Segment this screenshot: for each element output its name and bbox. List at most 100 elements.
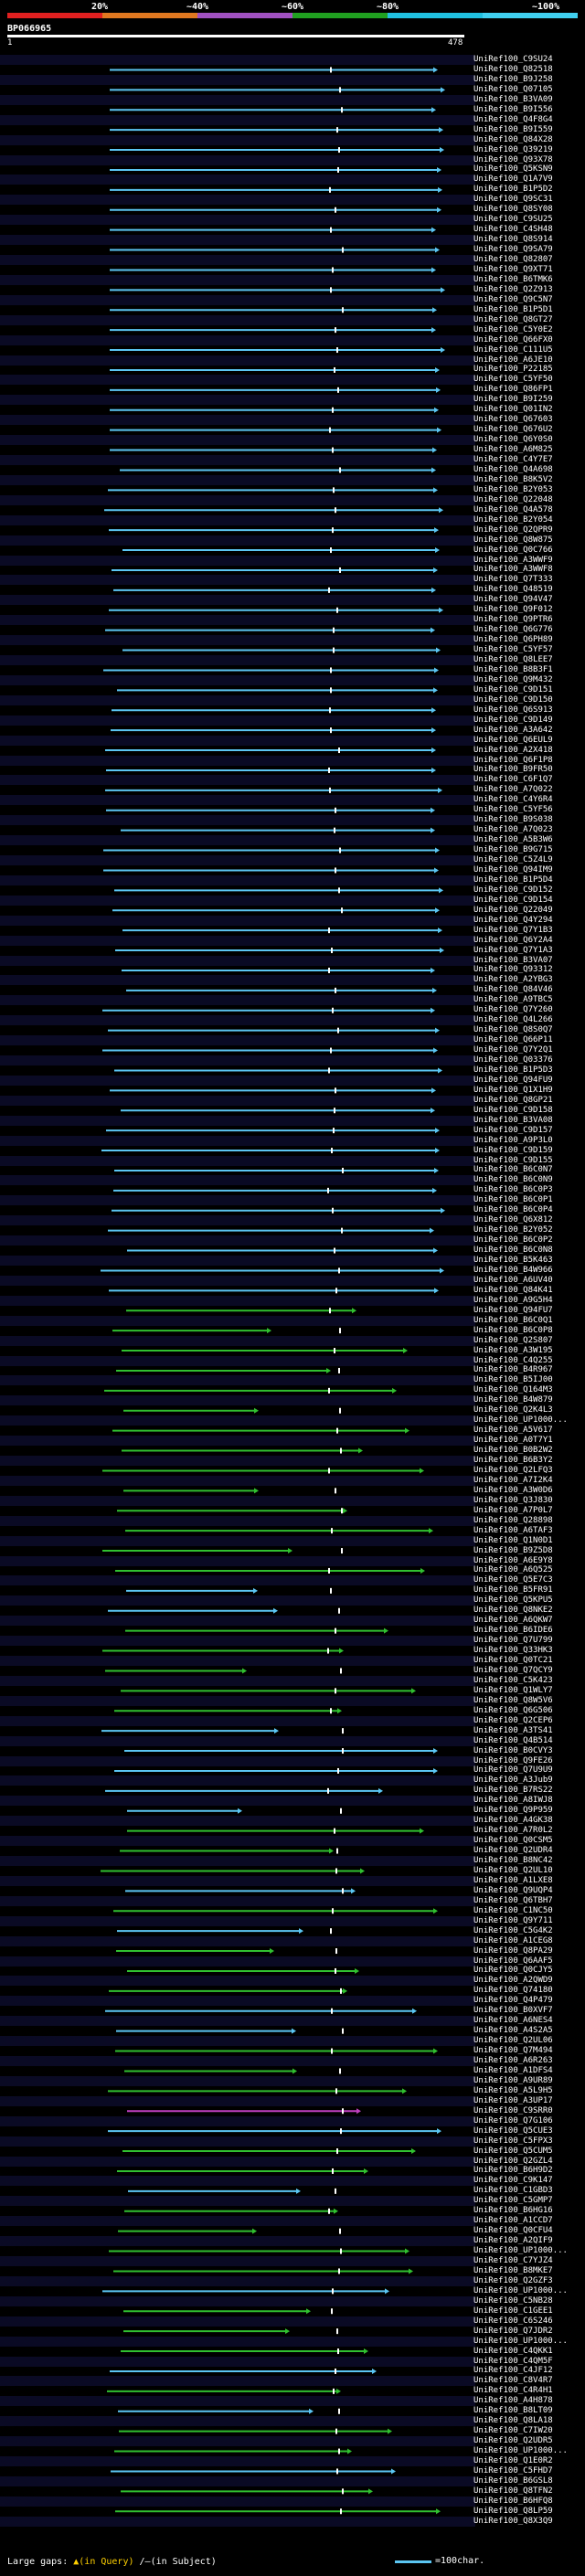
hit-row[interactable]: UniRef100_Q94IM9 — [0, 865, 585, 875]
hit-label[interactable]: UniRef100_Q8GP21 — [473, 1095, 553, 1105]
hit-label[interactable]: UniRef100_Q0CFU4 — [473, 2226, 553, 2236]
hit-row[interactable]: UniRef100_Q0CFU4 — [0, 2226, 585, 2236]
hit-row[interactable]: UniRef100_Q6PH89 — [0, 635, 585, 646]
hit-row[interactable]: UniRef100_P22185 — [0, 365, 585, 375]
hit-label[interactable]: UniRef100_Q8W5V6 — [473, 1695, 553, 1705]
hit-row[interactable]: UniRef100_B6C0Q1 — [0, 1315, 585, 1326]
hit-row[interactable]: UniRef100_Q8GP21 — [0, 1095, 585, 1106]
hit-row[interactable]: UniRef100_Q6G506 — [0, 1706, 585, 1716]
hit-row[interactable]: UniRef100_C4Q255 — [0, 1355, 585, 1366]
hit-label[interactable]: UniRef100_A9G5H4 — [473, 1295, 553, 1305]
hit-label[interactable]: UniRef100_Q6TBH7 — [473, 1895, 553, 1905]
hit-label[interactable]: UniRef100_Q01IN2 — [473, 405, 553, 415]
hit-label[interactable]: UniRef100_UP1000... — [473, 2285, 568, 2295]
hit-label[interactable]: UniRef100_A9UR89 — [473, 2075, 553, 2085]
hit-label[interactable]: UniRef100_Q6Y2A4 — [473, 935, 553, 945]
hit-row[interactable]: UniRef100_Q8PA29 — [0, 1946, 585, 1956]
hit-row[interactable]: UniRef100_B5K463 — [0, 1256, 585, 1266]
hit-row[interactable]: UniRef100_B6C0N9 — [0, 1175, 585, 1186]
hit-label[interactable]: UniRef100_A6UV40 — [473, 1275, 553, 1285]
hit-label[interactable]: UniRef100_B3VA07 — [473, 955, 553, 965]
hit-row[interactable]: UniRef100_A4GK38 — [0, 1816, 585, 1827]
hit-label[interactable]: UniRef100_Q2GZF3 — [473, 2275, 553, 2285]
hit-row[interactable]: UniRef100_Q9Y711 — [0, 1915, 585, 1926]
hit-label[interactable]: UniRef100_B9S038 — [473, 815, 553, 825]
hit-label[interactable]: UniRef100_Q2UDR4 — [473, 1846, 553, 1856]
hit-row[interactable]: UniRef100_Q01IN2 — [0, 405, 585, 415]
hit-row[interactable]: UniRef100_A1CEG8 — [0, 1935, 585, 1946]
hit-row[interactable]: UniRef100_Q9P959 — [0, 1806, 585, 1816]
hit-label[interactable]: UniRef100_C4Y6R4 — [473, 795, 553, 805]
hit-label[interactable]: UniRef100_A7I2K4 — [473, 1475, 553, 1485]
hit-label[interactable]: UniRef100_C5Z4L9 — [473, 855, 553, 864]
hit-label[interactable]: UniRef100_Q22048 — [473, 494, 553, 504]
hit-row[interactable]: UniRef100_C5NB28 — [0, 2295, 585, 2306]
hit-row[interactable]: UniRef100_B6C0P3 — [0, 1185, 585, 1195]
hit-label[interactable]: UniRef100_Q4F8G4 — [473, 114, 553, 124]
hit-label[interactable]: UniRef100_Q0CJY5 — [473, 1966, 553, 1976]
hit-label[interactable]: UniRef100_C9D151 — [473, 684, 553, 694]
hit-row[interactable]: UniRef100_Q7G106 — [0, 2115, 585, 2126]
hit-row[interactable]: UniRef100_B0XVF7 — [0, 2006, 585, 2016]
hit-label[interactable]: UniRef100_Q2GZL4 — [473, 2156, 553, 2166]
hit-label[interactable]: UniRef100_Q8GT27 — [473, 314, 553, 324]
hit-label[interactable]: UniRef100_Q82518 — [473, 64, 553, 74]
hit-label[interactable]: UniRef100_A4S2A5 — [473, 2026, 553, 2036]
hit-label[interactable]: UniRef100_Q9M432 — [473, 674, 553, 684]
hit-row[interactable]: UniRef100_B6C0N7 — [0, 1165, 585, 1175]
hit-row[interactable]: UniRef100_A6NES4 — [0, 2016, 585, 2027]
hit-label[interactable]: UniRef100_C111U5 — [473, 345, 553, 355]
hit-row[interactable]: UniRef100_C9D150 — [0, 694, 585, 705]
hit-label[interactable]: UniRef100_UP1000... — [473, 2336, 568, 2346]
hit-row[interactable]: UniRef100_A3TS41 — [0, 1726, 585, 1736]
hit-label[interactable]: UniRef100_Q4P479 — [473, 1996, 553, 2006]
hit-label[interactable]: UniRef100_C9D158 — [473, 1105, 553, 1115]
hit-row[interactable]: UniRef100_B1P5D4 — [0, 875, 585, 885]
hit-label[interactable]: UniRef100_P22185 — [473, 365, 553, 375]
hit-row[interactable]: UniRef100_Q6Y0S0 — [0, 435, 585, 446]
hit-row[interactable]: UniRef100_C9SU24 — [0, 55, 585, 65]
hit-label[interactable]: UniRef100_Q7M494 — [473, 2046, 553, 2056]
hit-row[interactable]: UniRef100_Q8W5V6 — [0, 1695, 585, 1706]
hit-label[interactable]: UniRef100_Q6G776 — [473, 625, 553, 635]
hit-label[interactable]: UniRef100_Q5CUM5 — [473, 2146, 553, 2156]
hit-row[interactable]: UniRef100_Q9M432 — [0, 674, 585, 685]
hit-label[interactable]: UniRef100_C5NB28 — [473, 2295, 553, 2306]
hit-row[interactable]: UniRef100_Q0CJY5 — [0, 1966, 585, 1976]
hit-row[interactable]: UniRef100_B4W966 — [0, 1266, 585, 1276]
hit-row[interactable]: UniRef100_C9D149 — [0, 715, 585, 726]
hit-row[interactable]: UniRef100_Q6G776 — [0, 625, 585, 635]
hit-row[interactable]: UniRef100_Q4L266 — [0, 1015, 585, 1026]
hit-label[interactable]: UniRef100_Q9SA79 — [473, 245, 553, 255]
hit-label[interactable]: UniRef100_Q6F1P8 — [473, 755, 553, 765]
hit-row[interactable]: UniRef100_Q9UQP4 — [0, 1886, 585, 1896]
hit-row[interactable]: UniRef100_A3W0D6 — [0, 1486, 585, 1496]
hit-label[interactable]: UniRef100_B9I559 — [473, 124, 553, 134]
hit-label[interactable]: UniRef100_B3VA09 — [473, 94, 553, 104]
hit-label[interactable]: UniRef100_C6S246 — [473, 2316, 553, 2326]
hit-label[interactable]: UniRef100_Q6G506 — [473, 1705, 553, 1715]
hit-label[interactable]: UniRef100_Q84V46 — [473, 985, 553, 995]
hit-label[interactable]: UniRef100_C9D154 — [473, 895, 553, 905]
hit-label[interactable]: UniRef100_C1NC50 — [473, 1905, 553, 1915]
hit-label[interactable]: UniRef100_C4Q255 — [473, 1355, 553, 1365]
hit-row[interactable]: UniRef100_A4H878 — [0, 2396, 585, 2407]
hit-label[interactable]: UniRef100_B2Y052 — [473, 1225, 553, 1235]
hit-label[interactable]: UniRef100_A8IWJ8 — [473, 1796, 553, 1806]
hit-label[interactable]: UniRef100_C4QKK1 — [473, 2346, 553, 2356]
hit-label[interactable]: UniRef100_Q39219 — [473, 144, 553, 154]
hit-label[interactable]: UniRef100_Q7U799 — [473, 1636, 553, 1646]
hit-row[interactable]: UniRef100_B2Y053 — [0, 485, 585, 495]
hit-row[interactable]: UniRef100_A9P3L0 — [0, 1135, 585, 1146]
hit-row[interactable]: UniRef100_A9G5H4 — [0, 1295, 585, 1306]
hit-row[interactable]: UniRef100_A5L9H5 — [0, 2086, 585, 2096]
hit-row[interactable]: UniRef100_B8MKE7 — [0, 2266, 585, 2276]
hit-label[interactable]: UniRef100_Q82807 — [473, 255, 553, 264]
hit-label[interactable]: UniRef100_A9P3L0 — [473, 1135, 553, 1145]
hit-row[interactable]: UniRef100_A2QWD9 — [0, 1976, 585, 1987]
hit-row[interactable]: UniRef100_B0B2W2 — [0, 1446, 585, 1456]
hit-row[interactable]: UniRef100_Q2UL10 — [0, 1866, 585, 1876]
hit-label[interactable]: UniRef100_C1GEE1 — [473, 2306, 553, 2316]
hit-row[interactable]: UniRef100_Q94V47 — [0, 595, 585, 606]
hit-row[interactable]: UniRef100_UP1000... — [0, 2446, 585, 2456]
